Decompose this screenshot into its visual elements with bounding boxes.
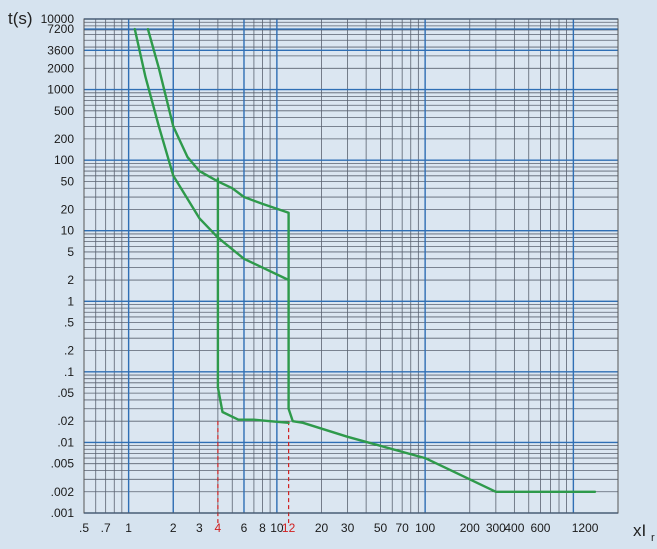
plot-border xyxy=(83,18,619,514)
y-tick-label: .05 xyxy=(57,386,74,400)
y-tick-label: 10 xyxy=(61,224,75,238)
x-tick-label: 20 xyxy=(315,521,329,535)
x-tick-label: 100 xyxy=(415,521,435,535)
y-tick-label: 500 xyxy=(54,104,74,118)
y-tick-label: .001 xyxy=(51,506,75,520)
x-axis-label: xI xyxy=(633,521,646,540)
y-tick-label: .1 xyxy=(64,365,74,379)
x-axis-label-subscript: r xyxy=(651,532,655,544)
x-tick-label: 1 xyxy=(125,521,132,535)
x-tick-label: .5 xyxy=(79,521,89,535)
y-tick-label: 2000 xyxy=(47,61,74,75)
y-tick-label: 7200 xyxy=(47,22,74,36)
grid-major xyxy=(84,18,618,514)
x-tick-label: 200 xyxy=(460,521,480,535)
series-group xyxy=(133,27,597,493)
y-tick-label: .01 xyxy=(57,435,74,449)
y-tick-label: .005 xyxy=(51,457,75,471)
series-line-1 xyxy=(146,27,597,493)
series-line-2 xyxy=(133,27,290,282)
threshold-markers xyxy=(217,421,290,523)
y-tick-label: 50 xyxy=(61,174,75,188)
y-tick-label: 1000 xyxy=(47,83,74,97)
x-tick-label: 4 xyxy=(215,521,222,535)
y-tick-label: 2 xyxy=(67,273,74,287)
y-tick-label: .5 xyxy=(64,316,74,330)
y-tick-label: 200 xyxy=(54,132,74,146)
x-tick-label: 3 xyxy=(196,521,203,535)
x-tick-label: 12 xyxy=(282,521,296,535)
x-tick-label: 300 xyxy=(486,521,506,535)
x-tick-label: 50 xyxy=(374,521,388,535)
y-tick-label: 1 xyxy=(67,294,74,308)
x-tick-label: 6 xyxy=(241,521,248,535)
y-tick-label: 3600 xyxy=(47,43,74,57)
y-tick-label: 5 xyxy=(67,245,74,259)
x-tick-label: 2 xyxy=(170,521,177,535)
x-tick-label: .7 xyxy=(101,521,111,535)
x-tick-label: 10 xyxy=(270,521,284,535)
y-tick-label: .02 xyxy=(57,414,74,428)
x-tick-label: 70 xyxy=(395,521,409,535)
series-line-3 xyxy=(216,177,290,424)
y-tick-label: 20 xyxy=(61,202,75,216)
y-axis-label: t(s) xyxy=(8,9,33,28)
x-tick-label: 1200 xyxy=(572,521,599,535)
y-tick-label: .2 xyxy=(64,344,74,358)
x-tick-label: 600 xyxy=(530,521,550,535)
x-tick-label: 8 xyxy=(259,521,266,535)
x-tick-label: 30 xyxy=(341,521,355,535)
y-tick-label: 100 xyxy=(54,153,74,167)
x-tick-label: 400 xyxy=(504,521,524,535)
y-tick-label: 10000 xyxy=(41,12,75,26)
y-tick-label: .002 xyxy=(51,485,75,499)
